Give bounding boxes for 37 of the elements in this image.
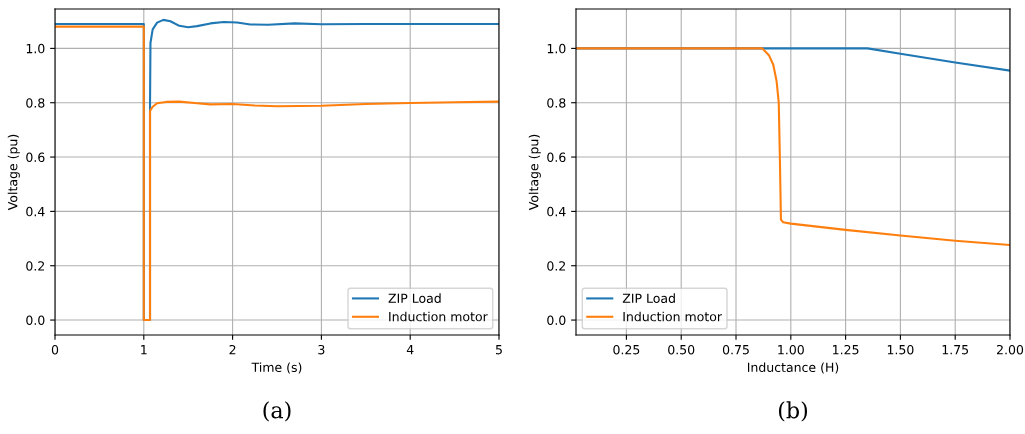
text: (a) — [263, 401, 291, 422]
x-tick-label: 2.00 — [997, 344, 1024, 355]
y-axis-title: Voltage (pu) — [7, 134, 20, 211]
y-tick-label: 0.4 — [26, 206, 45, 217]
x-tick-label: 0.50 — [668, 344, 695, 355]
x-axis-title: Inductance (H) — [747, 362, 839, 374]
y-tick-label: 0.6 — [547, 152, 566, 162]
x-tick-label: 5 — [495, 345, 502, 355]
y-tick-label: 1.0 — [547, 43, 566, 54]
legend-label: ZIP Load — [622, 293, 675, 303]
y-tick-label: 1.0 — [26, 43, 45, 54]
x-axis-title: Time (s) — [251, 362, 302, 374]
y-tick-label: 0.0 — [26, 315, 45, 325]
legend-label: ZIP Load — [388, 293, 441, 303]
legend-label: Induction motor — [389, 311, 488, 322]
x-tick-label: 0 — [51, 344, 59, 355]
y-tick-label: 0.6 — [26, 152, 45, 162]
x-tick-label: 1 — [141, 345, 147, 355]
x-tick-label: 3 — [318, 344, 325, 355]
y-axis-title: Voltage (pu) — [528, 134, 541, 211]
y-tick-label: 0.0 — [547, 315, 566, 325]
x-tick-label: 2 — [229, 344, 236, 355]
x-tick-label: 0.25 — [613, 344, 640, 355]
x-tick-label: 4 — [406, 345, 414, 355]
text: (b) — [778, 401, 808, 422]
y-tick-label: 0.4 — [547, 206, 566, 217]
y-tick-label: 0.8 — [26, 98, 45, 108]
x-tick-label: 1.50 — [887, 344, 914, 355]
x-tick-label: 0.75 — [722, 344, 749, 355]
line-series — [576, 47, 1010, 247]
y-tick-label: 0.8 — [547, 98, 566, 108]
x-tick-label: 1.75 — [942, 345, 969, 355]
legend-label: Induction motor — [623, 311, 723, 322]
x-tick-label: 1.25 — [833, 344, 859, 355]
y-tick-label: 0.2 — [547, 261, 566, 271]
x-tick-label: 1.00 — [778, 344, 804, 355]
y-tick-label: 0.2 — [26, 261, 45, 271]
